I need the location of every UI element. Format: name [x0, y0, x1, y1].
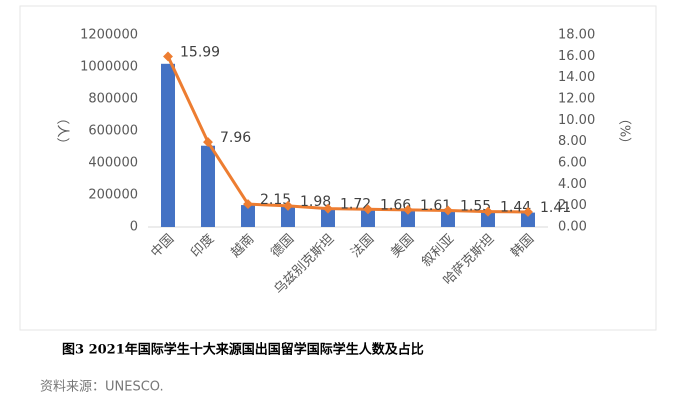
- marker: [243, 199, 253, 210]
- y2-tick-label: 0.00: [558, 220, 587, 235]
- data-label: 1.66: [380, 197, 411, 213]
- x-tick-label: 美国: [388, 232, 417, 261]
- y2-tick-label: 6.00: [558, 156, 587, 171]
- x-tick-label: 韩国: [508, 232, 537, 261]
- y2-tick-label: 14.00: [558, 70, 595, 85]
- y-tick-label: 400000: [88, 156, 138, 171]
- bar: [521, 212, 535, 227]
- bar: [401, 210, 415, 227]
- x-tick-label: 印度: [188, 231, 218, 261]
- x-tick-label: 德国: [268, 232, 297, 261]
- data-label: 1.55: [460, 198, 491, 214]
- y2-tick-label: 18.00: [558, 28, 595, 43]
- y2-tick-label: 10.00: [558, 113, 595, 128]
- marker: [363, 204, 373, 215]
- bar: [281, 206, 295, 227]
- y-tick-label: 1200000: [80, 28, 138, 43]
- marker: [523, 207, 533, 217]
- y2-tick-label: 16.00: [558, 49, 595, 64]
- data-label: 1.98: [300, 194, 331, 210]
- marker: [323, 203, 333, 214]
- y2-axis-label: （%）: [617, 112, 632, 150]
- data-label: 1.61: [420, 198, 451, 214]
- marker: [203, 137, 213, 148]
- x-tick-label: 叙利亚: [419, 232, 457, 270]
- bar: [481, 212, 495, 227]
- x-tick-label: 中国: [148, 232, 177, 261]
- data-label: 2.15: [260, 192, 291, 208]
- y-tick-label: 600000: [88, 124, 138, 139]
- chart-frame: [19, 5, 657, 331]
- bar: [201, 145, 215, 227]
- y2-tick-label: 2.00: [558, 198, 587, 213]
- data-label: 1.72: [340, 197, 371, 213]
- bar: [241, 205, 255, 227]
- bar: [321, 209, 335, 227]
- y-tick-label: 1000000: [80, 60, 138, 75]
- x-tick-label: 法国: [348, 232, 377, 261]
- bar: [361, 210, 375, 227]
- y2-tick-label: 12.00: [558, 92, 595, 107]
- marker: [163, 51, 173, 62]
- y-axis-label: （人）: [55, 111, 70, 150]
- caption: 图3 2021年国际学生十大来源国出国留学国际学生人数及占比: [62, 342, 424, 358]
- y2-tick-label: 4.00: [558, 177, 587, 192]
- bar: [441, 211, 455, 227]
- data-label: 7.96: [220, 130, 251, 146]
- y-tick-label: 800000: [88, 92, 138, 107]
- y-tick-label: 200000: [88, 188, 138, 203]
- line: [166, 55, 529, 214]
- marker: [283, 200, 293, 211]
- source: 资料来源：UNESCO.: [40, 380, 164, 395]
- marker: [443, 205, 453, 216]
- data-label: 15.99: [180, 44, 220, 60]
- x-tick-label: 越南: [228, 231, 258, 261]
- bar: [161, 63, 175, 227]
- marker: [483, 206, 493, 217]
- data-label: 1.41: [540, 200, 571, 216]
- marker: [403, 204, 413, 215]
- y2-tick-label: 8.00: [558, 134, 587, 149]
- y-tick-label: 0: [130, 220, 138, 235]
